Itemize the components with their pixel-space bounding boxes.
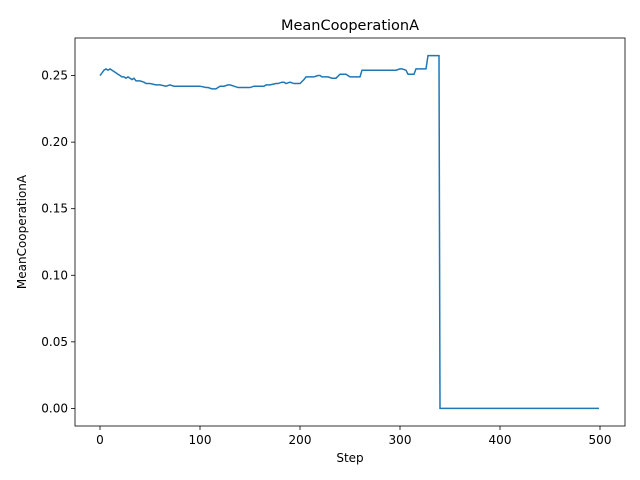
- y-axis-ticks: 0.00 0.05 0.10 0.15 0.20 0.25: [41, 69, 75, 415]
- x-tick-label: 200: [289, 433, 312, 447]
- y-tick-label: 0.05: [41, 335, 68, 349]
- x-tick-label: 100: [189, 433, 212, 447]
- x-axis-ticks: 0 100 200 300 400 500: [96, 426, 611, 447]
- y-tick-label: 0.00: [41, 401, 68, 415]
- series-line: [99, 54, 599, 410]
- x-axis-label: Step: [336, 451, 363, 465]
- axes-frame: [74, 37, 626, 427]
- plot-area: [99, 54, 599, 410]
- y-tick-label: 0.20: [41, 135, 68, 149]
- y-tick-label: 0.15: [41, 202, 68, 216]
- x-tick-label: 0: [96, 433, 104, 447]
- chart-title: MeanCooperationA: [281, 18, 419, 34]
- y-tick-label: 0.10: [41, 268, 68, 282]
- y-axis-label: MeanCooperationA: [15, 174, 29, 289]
- x-tick-label: 300: [389, 433, 412, 447]
- x-tick-label: 400: [489, 433, 512, 447]
- x-tick-label: 500: [589, 433, 612, 447]
- y-tick-label: 0.25: [41, 69, 68, 83]
